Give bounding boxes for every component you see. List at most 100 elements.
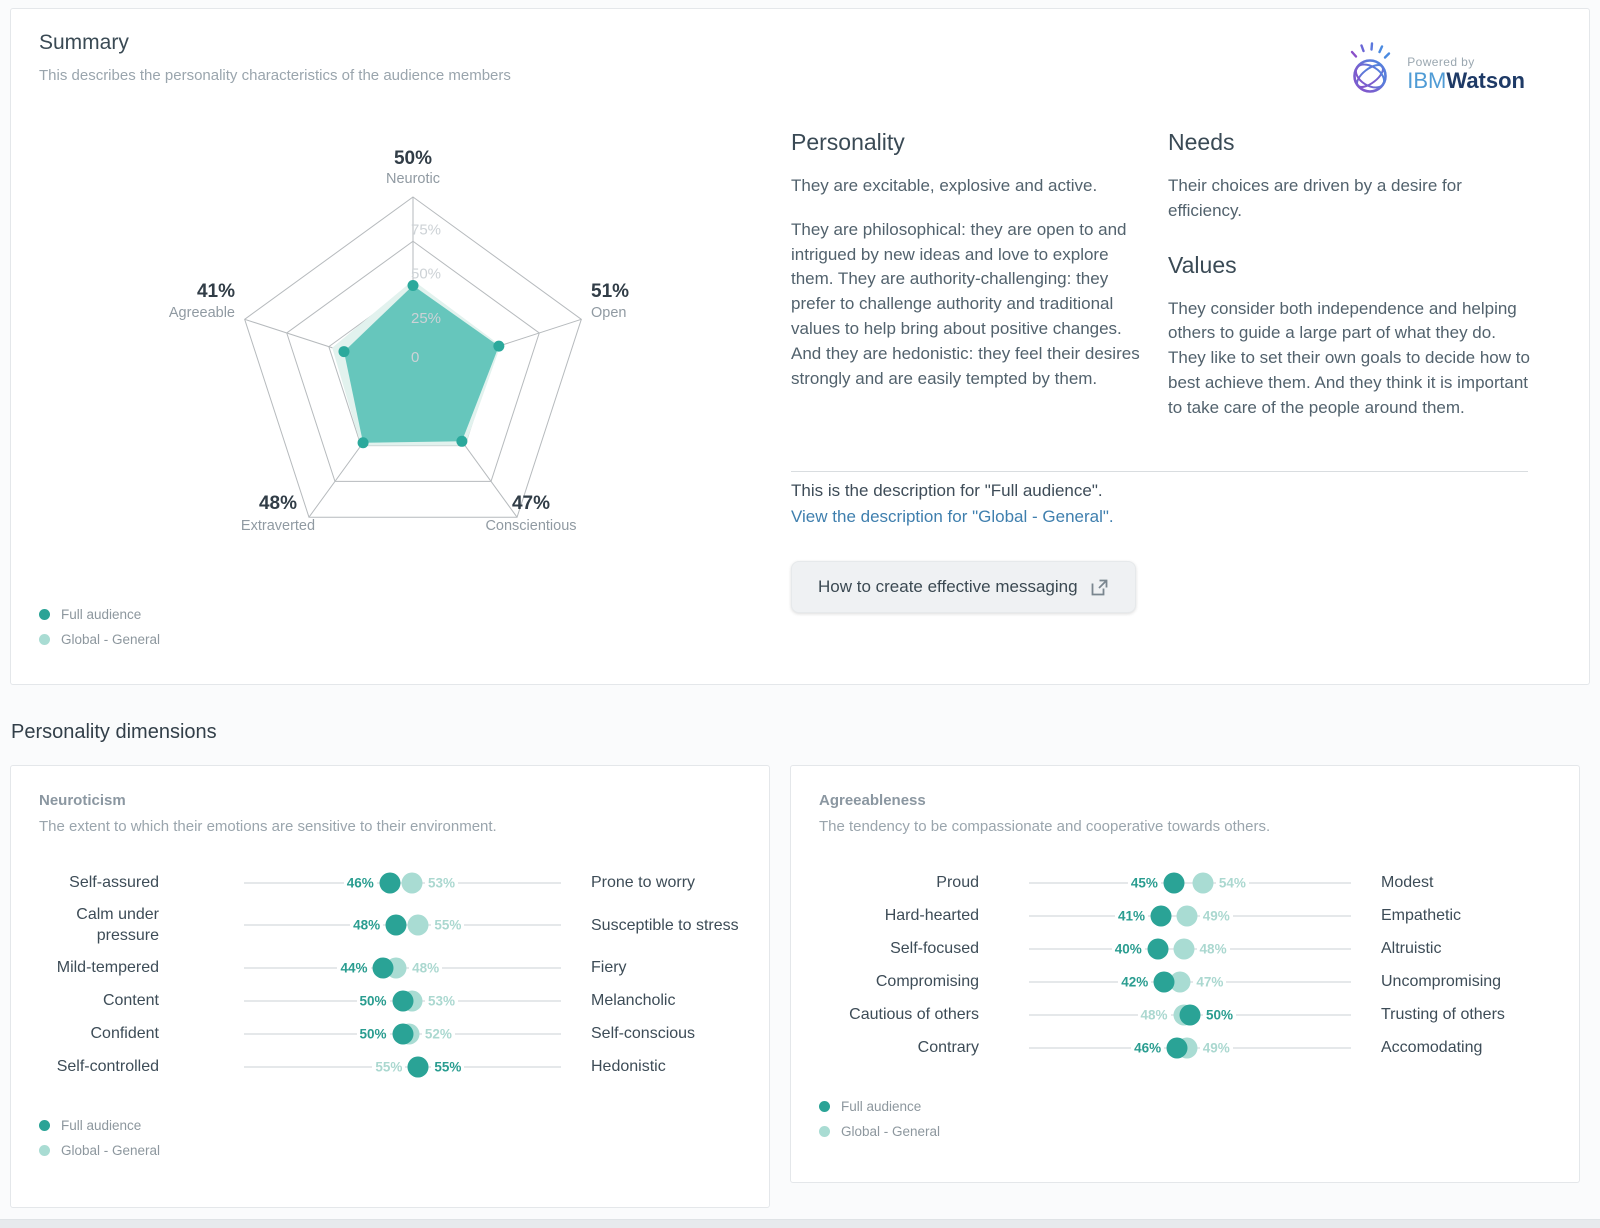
trait-label-high: Accomodating	[1381, 1038, 1483, 1056]
radar-data-point	[338, 346, 350, 358]
full-audience-dot-icon	[819, 1101, 830, 1112]
trait-track: 41% 49%	[1029, 904, 1351, 927]
dimension-row: Proud 45% 54% Modest	[819, 871, 1551, 894]
trait-label-high: Fiery	[591, 959, 627, 977]
dimension-rows: Proud 45% 54% Modest Hard-hearted 41% 49% Empat…	[819, 871, 1551, 1059]
global-general-value: 48%	[1137, 1006, 1171, 1023]
global-general-dot	[1173, 938, 1195, 959]
trait-label-high: Trusting of others	[1381, 1005, 1505, 1023]
description-divider	[791, 471, 1528, 472]
summary-card: Summary This describes the personality c…	[10, 8, 1590, 685]
global-general-dot	[1192, 872, 1214, 893]
legend-item-global: Global - General	[39, 632, 160, 647]
global-general-value: 48%	[409, 959, 443, 977]
trait-label-high: Susceptible to stress	[591, 916, 739, 934]
radar-tick-label: 0	[411, 349, 419, 366]
global-general-value: 53%	[425, 992, 459, 1010]
dimension-row: Self-assured 46% 53% Prone to worry	[39, 871, 741, 894]
radar-grid-ring	[244, 196, 582, 518]
trait-label-high: Prone to worry	[591, 873, 696, 891]
global-general-value: 54%	[1215, 874, 1249, 891]
ibm-wordmark: IBM	[1407, 68, 1447, 93]
trait-label-low: Hard-hearted	[884, 906, 979, 924]
neuroticism-card: Neuroticism The extent to which their emo…	[10, 765, 770, 1208]
dimension-row: Calm under pressure 48% 55% Susceptible to …	[39, 904, 741, 946]
radar-axis-value: 48%	[259, 493, 297, 514]
trait-label-low: Calm under pressure	[76, 906, 159, 945]
dimension-card-legend: Full audience Global - General	[39, 1118, 741, 1168]
full-audience-dot	[1147, 938, 1169, 959]
dimension-row: Compromising 42% 47% Uncompromising	[819, 970, 1551, 993]
next-section-edge	[0, 1219, 1600, 1228]
trait-track: 46% 49%	[1029, 1036, 1351, 1059]
full-audience-value: 48%	[350, 916, 384, 934]
radar-tick-label: 25%	[411, 310, 441, 327]
global-general-value: 47%	[1193, 973, 1227, 990]
effective-messaging-button[interactable]: How to create effective messaging	[791, 561, 1136, 613]
full-audience-dot	[1163, 872, 1185, 893]
radar-axis-name: Neurotic	[386, 171, 440, 187]
global-general-value: 53%	[425, 874, 459, 891]
radar-data-point	[357, 437, 369, 449]
trait-label-low: Proud	[936, 873, 979, 891]
full-audience-dot	[385, 914, 407, 936]
radar-axis-name: Conscientious	[485, 518, 576, 534]
global-general-value: 52%	[421, 1025, 455, 1043]
full-audience-value: 44%	[337, 959, 371, 977]
radar-data-point	[456, 435, 468, 447]
personality-paragraph: They are excitable, explosive and active…	[791, 176, 1098, 195]
trait-label-low: Compromising	[875, 972, 979, 990]
trait-label-low: Mild-tempered	[56, 959, 159, 977]
full-audience-value: 40%	[1111, 940, 1145, 957]
dimension-row: Contrary 46% 49% Accomodating	[819, 1036, 1551, 1059]
radar-axis-name: Open	[591, 305, 626, 321]
trait-label-low: Contrary	[917, 1038, 979, 1056]
trait-track: 40% 48%	[1029, 937, 1351, 960]
radar-legend: Full audience Global - General	[39, 607, 160, 657]
audience-description-note: This is the description for "Full audien…	[791, 481, 1103, 500]
full-audience-value: 50%	[1203, 1006, 1237, 1023]
global-general-value: 49%	[1199, 1039, 1233, 1056]
full-audience-dot	[392, 990, 413, 1012]
values-paragraph: They consider both independence and help…	[1168, 298, 1530, 417]
full-audience-value: 55%	[431, 1058, 465, 1076]
trait-label-low: Content	[102, 992, 159, 1010]
full-audience-value: 41%	[1114, 907, 1149, 924]
values-heading: Values	[1168, 251, 1237, 278]
global-general-value: 55%	[431, 916, 465, 934]
legend-label-full: Full audience	[841, 1099, 922, 1114]
global-general-dot	[1169, 971, 1191, 992]
radar-axis-value: 50%	[394, 148, 432, 169]
needs-values-column: Needs Their choices are driven by a desi…	[1168, 129, 1530, 440]
dimension-row: Cautious of others 48% 50% Trusting of othe…	[819, 1003, 1551, 1026]
dimension-row: Self-controlled 55% 55% Hedonistic	[39, 1055, 741, 1078]
dimension-row: Content 50% 53% Melancholic	[39, 989, 741, 1012]
legend-item-full: Full audience	[39, 607, 160, 622]
global-general-value: 49%	[1199, 907, 1233, 924]
personality-paragraph: They are philosophical: they are open to…	[791, 219, 1140, 388]
trait-label-low: Self-controlled	[56, 1058, 159, 1076]
view-global-description-link[interactable]: View the description for "Global - Gener…	[791, 507, 1114, 526]
dimension-rows: Self-assured 46% 53% Prone to worry Calm und…	[39, 871, 741, 1078]
legend-item-full: Full audience	[39, 1118, 741, 1133]
watson-logo: Powered by IBMWatson	[1339, 39, 1525, 101]
legend-item-full: Full audience	[819, 1099, 1551, 1114]
trait-label-high: Altruistic	[1381, 939, 1442, 957]
full-audience-value: 50%	[356, 1025, 390, 1043]
radar-chart: 75% 50% 25% 0 50% Neurotic 51% Open 47% Conscient…	[169, 148, 629, 534]
dimension-card-title: Agreeableness	[819, 792, 926, 809]
radar-data-point	[407, 280, 419, 291]
dimension-card-title: Neuroticism	[39, 792, 126, 809]
needs-paragraph: Their choices are driven by a desire for…	[1168, 176, 1462, 220]
trait-track: 48% 55%	[244, 904, 561, 946]
trait-label-high: Uncompromising	[1381, 972, 1502, 990]
summary-title: Summary	[39, 31, 129, 54]
legend-item-global: Global - General	[819, 1124, 1551, 1139]
trait-label-low: Confident	[90, 1025, 160, 1043]
full-audience-dot	[1179, 1004, 1201, 1025]
dimension-row: Mild-tempered 44% 48% Fiery	[39, 956, 741, 979]
full-audience-dot-icon	[39, 1120, 50, 1132]
legend-label-full: Full audience	[61, 1118, 142, 1134]
external-link-icon	[1091, 579, 1107, 595]
full-audience-dot	[407, 1056, 429, 1078]
